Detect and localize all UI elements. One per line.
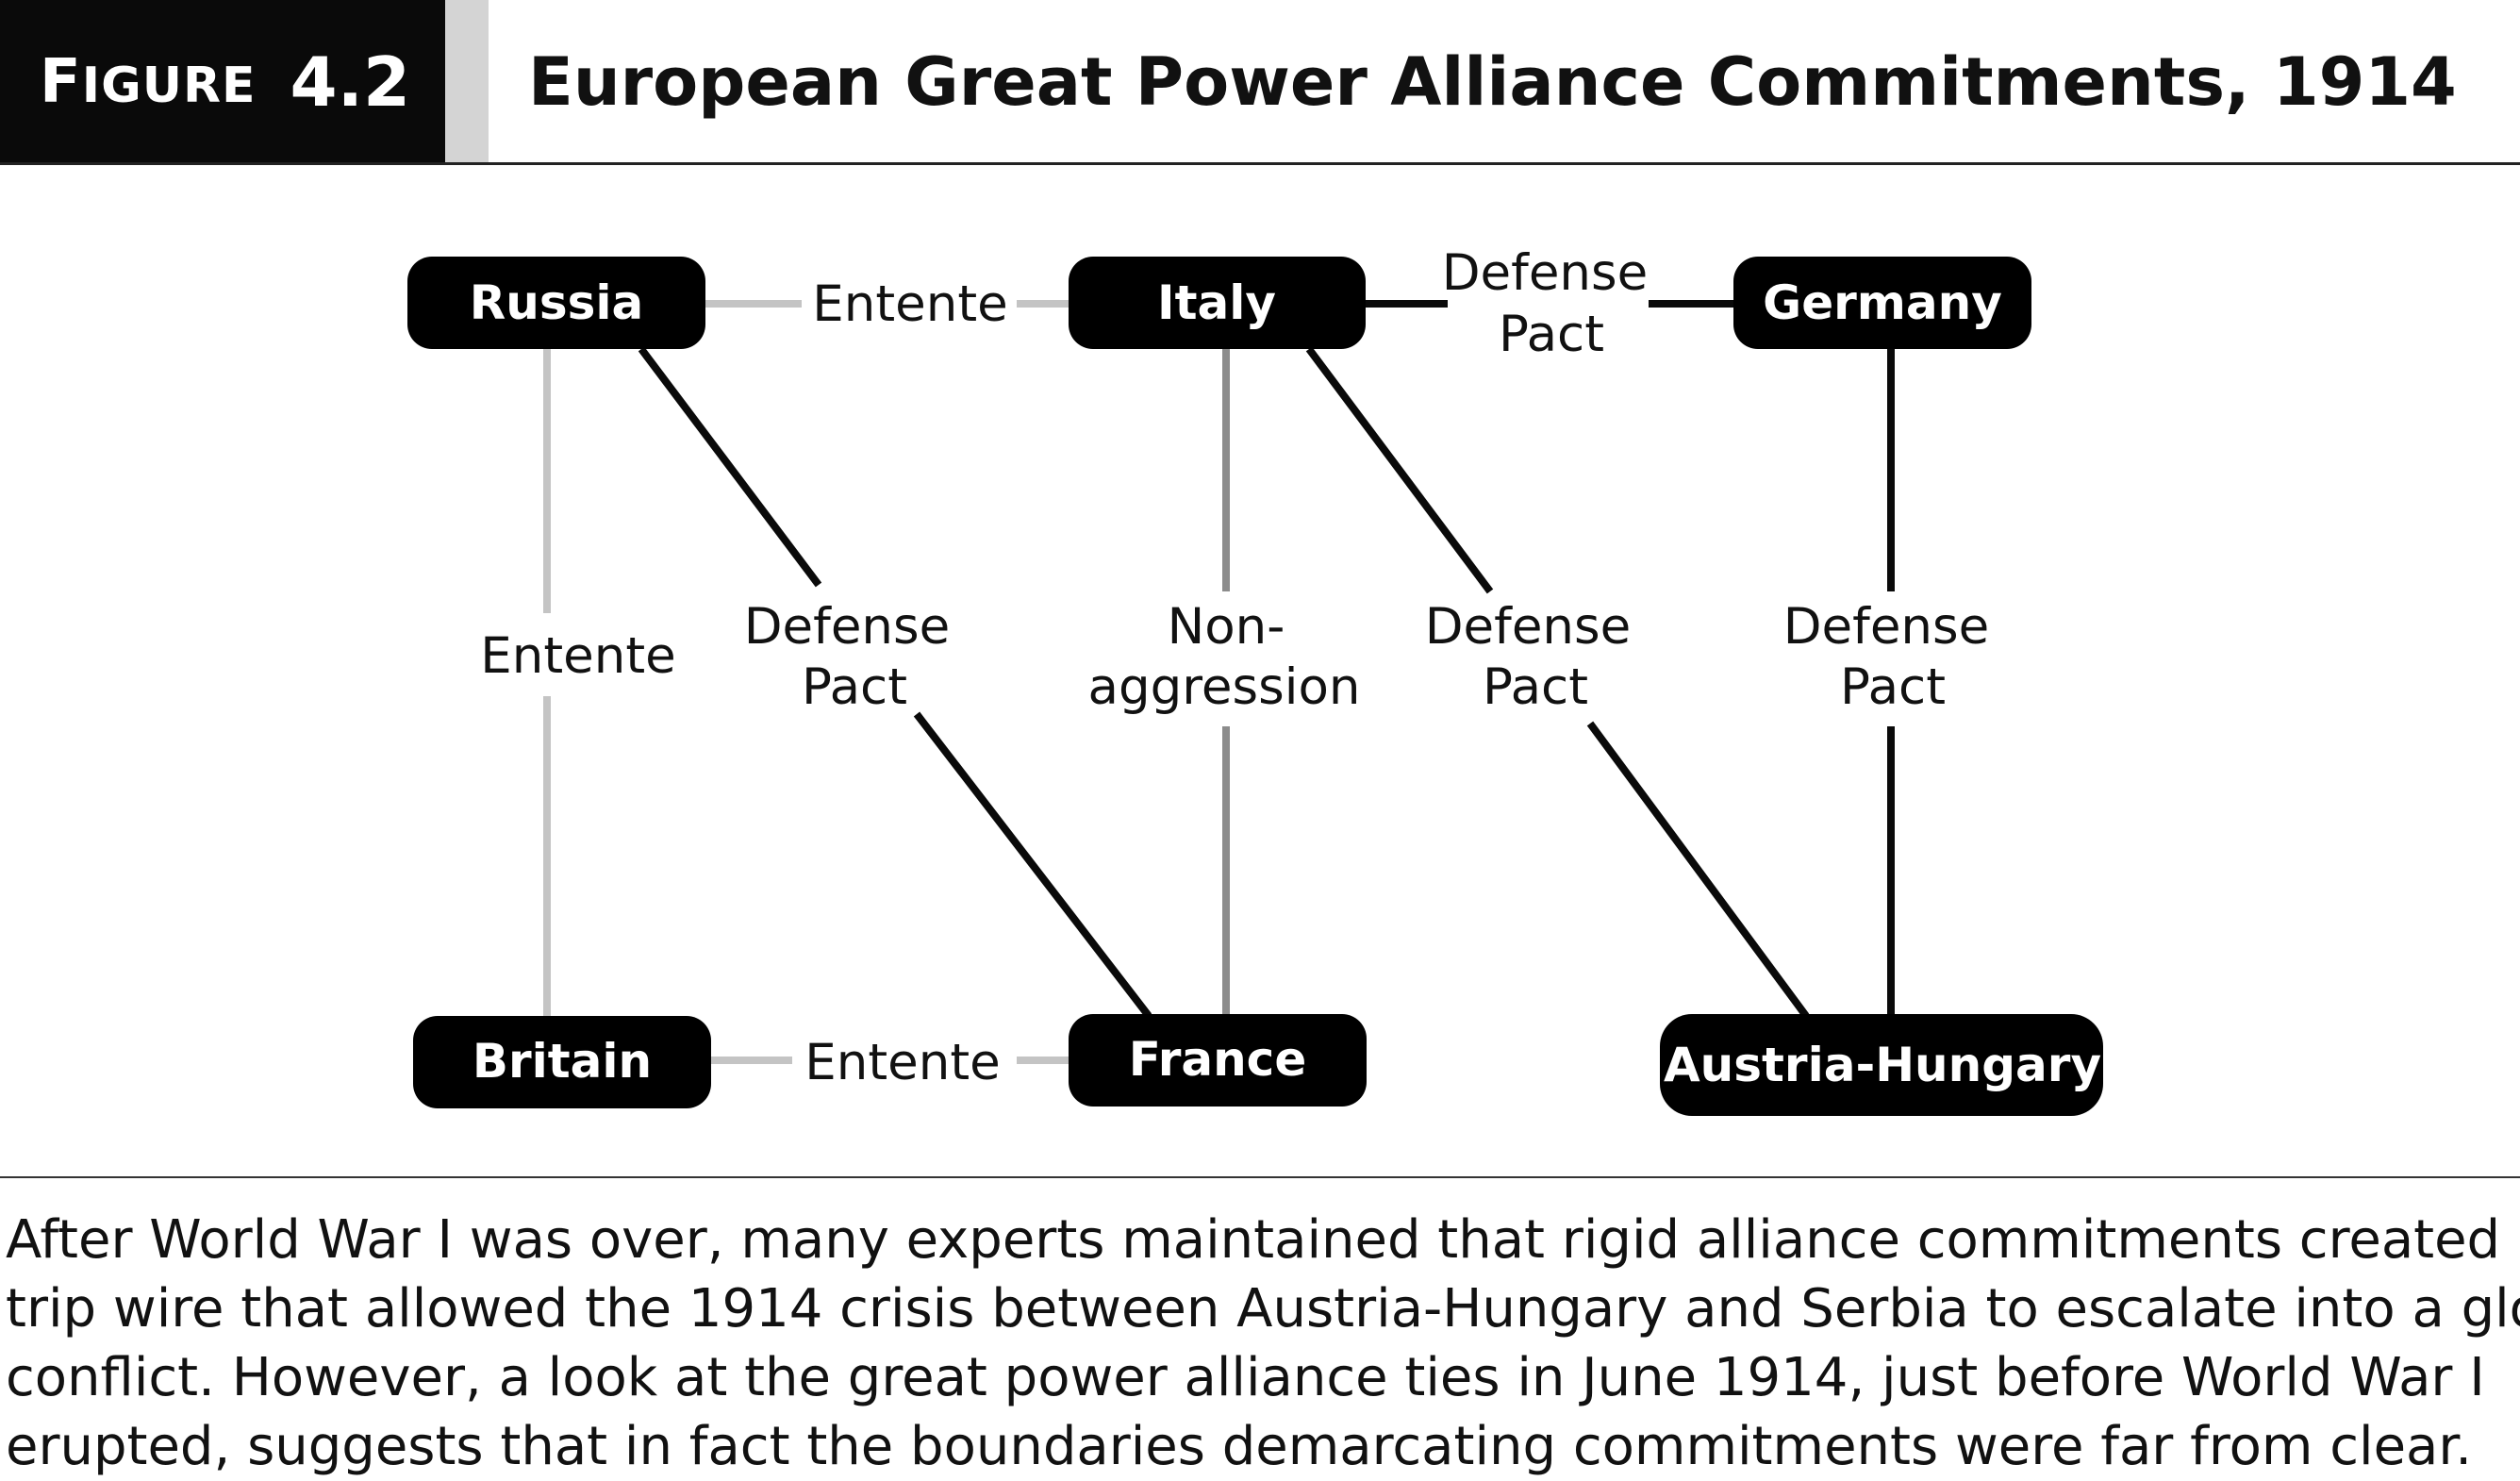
figure-label: FIGURE 4.2	[0, 0, 445, 164]
node-britain: Britain	[413, 1016, 711, 1108]
node-label: Britain	[472, 1034, 652, 1089]
alliance-diagram: Entente Defense Pact Entente Defense Pac…	[407, 244, 2103, 1116]
edge-label-italy-austria: Defense Pact	[1425, 598, 1632, 716]
node-label: France	[1129, 1032, 1307, 1087]
edge-line	[638, 346, 822, 588]
edge-label-russia-france: Defense Pact	[744, 598, 951, 716]
edge-label-russia-britain: Entente	[480, 627, 675, 685]
header-divider	[0, 162, 2520, 165]
figure-label-number: 4.2	[290, 42, 411, 122]
edge-label-line: Pact	[1483, 658, 1588, 716]
edge-italy-austria	[1305, 346, 1810, 1019]
node-label: Italy	[1157, 275, 1276, 330]
figure-label-word: FIGURE	[40, 47, 257, 117]
edge-label-line: Pact	[802, 658, 907, 716]
node-germany: Germany	[1733, 257, 2031, 349]
edge-label-line: Pact	[1499, 306, 1604, 363]
edge-line	[1305, 346, 1494, 594]
node-france: France	[1069, 1014, 1367, 1107]
edge-label-line: Defense	[1442, 244, 1649, 302]
caption-line: trip wire that allowed the 1914 crisis b…	[6, 1278, 2520, 1340]
figure-title: European Great Power Alliance Commitment…	[528, 43, 2457, 121]
node-label: Russia	[470, 275, 644, 330]
edge-label-italy-france: Non- aggression	[1088, 598, 1361, 716]
edge-label-line: aggression	[1088, 658, 1361, 716]
node-italy: Italy	[1069, 257, 1366, 349]
node-russia: Russia	[407, 257, 705, 349]
caption-line: conflict. However, a look at the great p…	[6, 1347, 2485, 1408]
caption-divider	[0, 1176, 2520, 1178]
caption-line: After World War I was over, many experts…	[6, 1209, 2520, 1271]
edge-russia-france	[638, 346, 1152, 1019]
edge-line	[1586, 721, 1810, 1019]
header-accent-strip	[445, 0, 489, 164]
edge-label-line: Non-	[1168, 598, 1285, 656]
edge-label-britain-france: Entente	[804, 1034, 1000, 1091]
node-box	[1069, 1014, 1367, 1107]
node-label: Austria-Hungary	[1664, 1038, 2101, 1092]
node-label: Germany	[1763, 275, 2002, 330]
edge-label-line: Defense	[1783, 598, 1990, 656]
figure-caption: After World War I was over, many experts…	[6, 1206, 2520, 1481]
edge-label-germany-austria: Defense Pact	[1783, 598, 1990, 716]
node-box	[1733, 257, 2031, 349]
node-box	[1660, 1014, 2103, 1116]
edge-label-line: Pact	[1840, 658, 1946, 716]
caption-line: erupted, suggests that in fact the bound…	[6, 1416, 2473, 1477]
node-box	[407, 257, 705, 349]
edge-label-russia-italy: Entente	[812, 275, 1007, 333]
edge-label-line: Entente	[804, 1034, 1000, 1091]
node-box	[1069, 257, 1366, 349]
edge-line	[913, 711, 1152, 1019]
edge-label-line: Defense	[1425, 598, 1632, 656]
edge-label-line: Entente	[480, 627, 675, 685]
figure-header: FIGURE 4.2 European Great Power Alliance…	[0, 0, 2520, 164]
node-box	[413, 1016, 711, 1108]
edge-label-italy-germany: Defense Pact	[1442, 244, 1649, 363]
node-austria-hungary: Austria-Hungary	[1660, 1014, 2103, 1116]
edge-label-line: Entente	[812, 275, 1007, 333]
edge-label-line: Defense	[744, 598, 951, 656]
